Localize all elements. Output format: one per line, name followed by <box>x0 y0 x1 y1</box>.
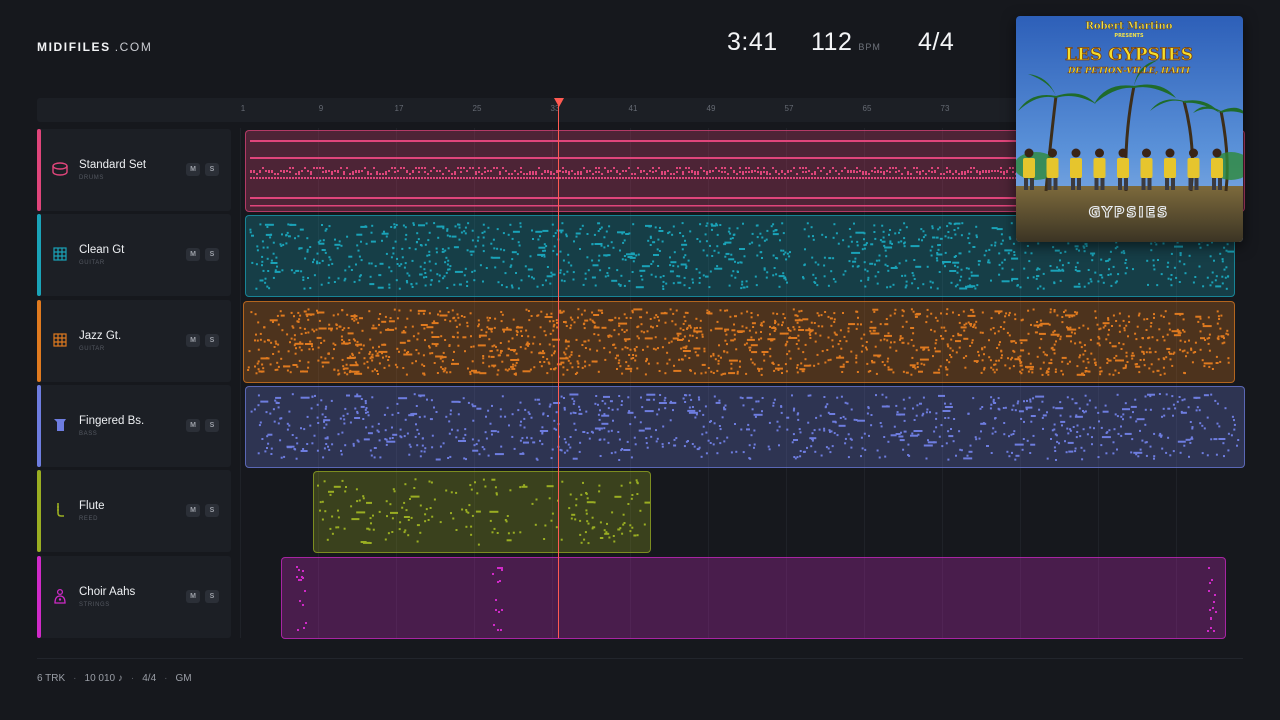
album-subtitle: DE PETION-VILLE, HAITI <box>1067 66 1191 76</box>
track-name: Clean Gt <box>79 244 125 257</box>
track-header[interactable]: Clean Gt GUITAR M S <box>37 214 231 297</box>
grid-line <box>1098 128 1099 638</box>
separator-dot: · <box>164 673 168 684</box>
clip-notes <box>296 565 1217 632</box>
album-presenter: Robert Martino <box>1086 21 1173 32</box>
reed-icon <box>52 502 68 518</box>
album-cover: GYPSIES Robert Martino PRESENTS LES GYPS… <box>1016 16 1243 242</box>
mute-button[interactable]: M <box>186 418 200 432</box>
separator-dot: · <box>73 673 77 684</box>
mute-button[interactable]: M <box>186 248 200 262</box>
footer-divider <box>37 658 1243 659</box>
album-presents: PRESENTS <box>1114 33 1144 39</box>
grid-line <box>630 128 631 638</box>
album-logo-text: GYPSIES <box>1089 205 1170 221</box>
midi-clip[interactable] <box>281 556 1226 639</box>
midi-clip[interactable] <box>245 385 1245 468</box>
mute-button[interactable]: M <box>186 589 200 603</box>
ruler-tick: 41 <box>628 104 638 113</box>
solo-button[interactable]: S <box>205 333 219 347</box>
track-name: Flute <box>79 500 105 513</box>
track-name: Choir Aahs <box>79 585 136 598</box>
track-count: 6 TRK <box>37 673 66 684</box>
footer-time-signature: 4/4 <box>142 673 157 684</box>
playhead[interactable] <box>558 104 559 638</box>
grid-line <box>864 128 865 638</box>
track-category: DRUMS <box>79 175 104 181</box>
solo-button[interactable]: S <box>205 589 219 603</box>
brand-name: MIDIFILES <box>37 40 111 54</box>
file-summary: 6 TRK · 10 010 ♪ · 4/4 · GM <box>37 673 192 684</box>
playhead-handle[interactable] <box>554 98 564 107</box>
track-category: STRINGS <box>79 601 110 608</box>
grid-line <box>786 128 787 638</box>
clip-notes <box>317 478 650 546</box>
track-category: REED <box>79 516 99 523</box>
solo-button[interactable]: S <box>205 248 219 262</box>
track-header[interactable]: Fingered Bs. BASS M S <box>37 384 231 467</box>
track-color-bar <box>37 555 41 638</box>
grid-line <box>474 128 475 638</box>
grid-line <box>942 128 943 638</box>
grid-line <box>1020 128 1021 638</box>
ruler-tick: 49 <box>706 104 716 113</box>
tempo-display: 112 BPM <box>811 28 881 57</box>
track-header[interactable]: Standard Set DRUMS M S <box>37 129 231 211</box>
ruler-tick: 1 <box>240 104 246 113</box>
track-header[interactable]: Choir Aahs STRINGS M S <box>37 555 231 638</box>
solo-button[interactable]: S <box>205 418 219 432</box>
track-color-bar <box>37 214 41 297</box>
track-name: Standard Set <box>79 159 147 171</box>
ruler-tick: 25 <box>472 104 482 113</box>
track-name: Fingered Bs. <box>79 414 145 427</box>
tempo-unit: BPM <box>858 42 881 52</box>
ruler-tick: 65 <box>862 104 872 113</box>
track-color-bar <box>37 470 41 553</box>
mute-button[interactable]: M <box>186 333 200 347</box>
solo-button[interactable]: S <box>205 163 219 176</box>
ruler-tick: 33 <box>550 104 560 113</box>
ruler-tick: 73 <box>940 104 950 113</box>
clip-notes <box>247 307 1230 376</box>
mute-button[interactable]: M <box>186 504 200 518</box>
grid-line <box>552 128 553 638</box>
album-title: LES GYPSIES <box>1065 45 1193 65</box>
grid-line <box>318 128 319 638</box>
arrangement-grid <box>240 128 1243 638</box>
track-name: Jazz Gt. <box>79 329 122 342</box>
tempo-value: 112 <box>811 28 853 56</box>
solo-button[interactable]: S <box>205 504 219 518</box>
brand-domain: .COM <box>114 40 153 54</box>
midi-clip[interactable] <box>313 471 651 554</box>
track-category: GUITAR <box>79 345 105 352</box>
choir-icon <box>52 588 68 604</box>
grid-line <box>396 128 397 638</box>
site-logo[interactable]: MIDIFILES .COM <box>37 40 152 54</box>
track-header[interactable]: Flute REED M S <box>37 470 231 553</box>
note-count: 10 010 ♪ <box>84 673 123 684</box>
grid-line <box>708 128 709 638</box>
ruler-tick: 57 <box>784 104 794 113</box>
track-color-bar <box>37 129 41 211</box>
track-category: BASS <box>79 430 98 437</box>
guitar-fretboard-icon <box>52 246 68 262</box>
track-header[interactable]: Jazz Gt. GUITAR M S <box>37 299 231 382</box>
track-category: GUITAR <box>79 260 105 267</box>
guitar-fretboard-icon <box>52 332 68 348</box>
track-color-bar <box>37 299 41 382</box>
ruler-tick: 17 <box>394 104 404 113</box>
grid-line <box>1176 128 1177 638</box>
drum-icon <box>52 161 68 177</box>
clip-notes <box>250 392 1240 461</box>
time-signature: 4/4 <box>918 28 955 56</box>
track-color-bar <box>37 384 41 467</box>
grid-line <box>240 128 241 638</box>
midi-clip[interactable] <box>243 300 1235 383</box>
mute-button[interactable]: M <box>186 163 200 176</box>
song-duration: 3:41 <box>727 28 778 56</box>
separator-dot: · <box>130 673 135 684</box>
ruler-tick: 9 <box>318 104 324 113</box>
bass-icon <box>52 417 68 433</box>
midi-standard: GM <box>175 673 192 684</box>
